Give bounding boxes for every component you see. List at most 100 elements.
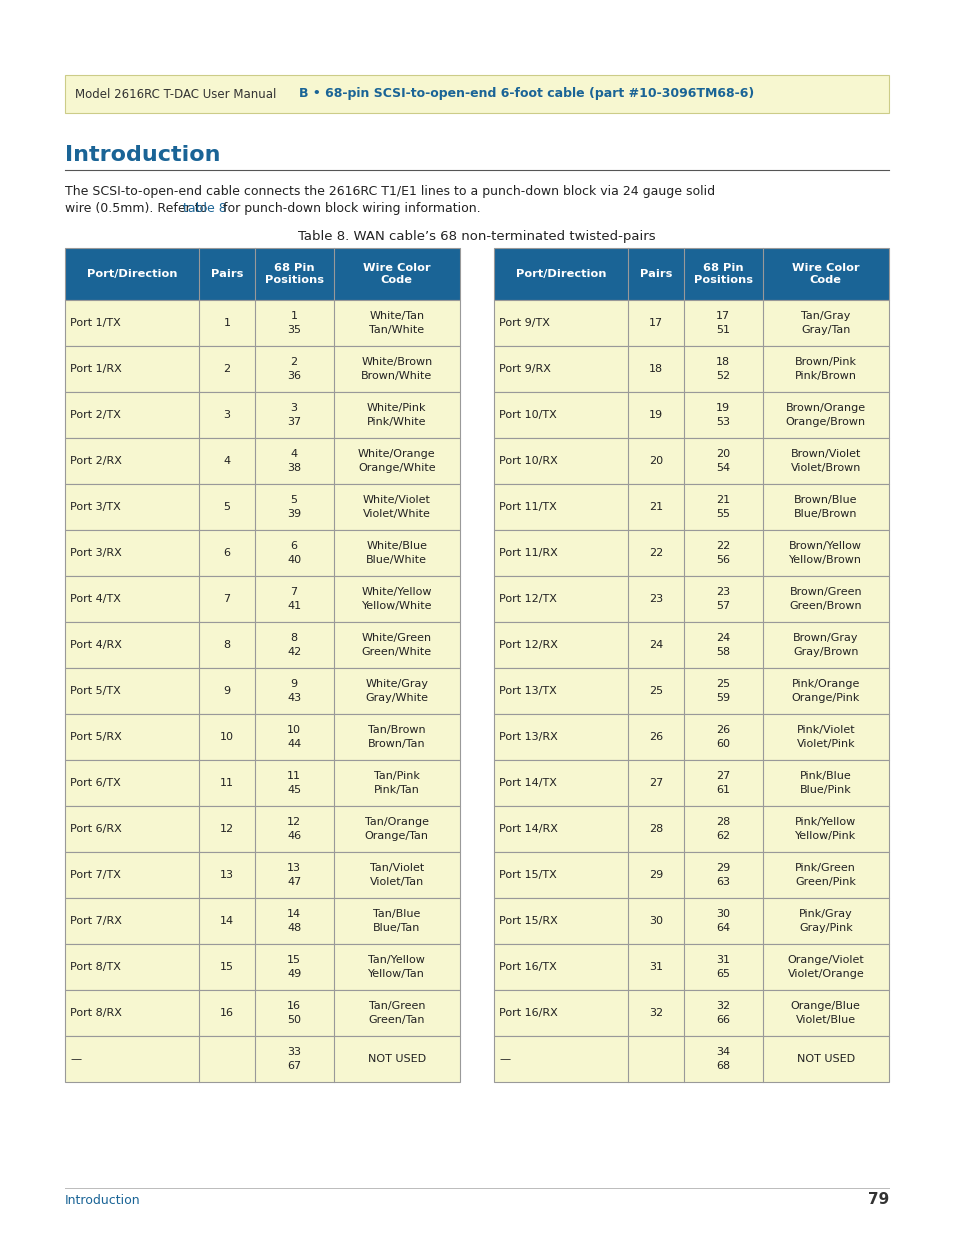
Text: Port 14/RX: Port 14/RX	[498, 824, 558, 834]
Bar	[65, 852, 459, 898]
Text: 2
36: 2 36	[287, 357, 301, 382]
Text: Port 16/RX: Port 16/RX	[498, 1008, 558, 1018]
Text: Port/Direction: Port/Direction	[87, 269, 177, 279]
Text: Port 9/TX: Port 9/TX	[498, 317, 549, 329]
Text: Brown/Blue
Blue/Brown: Brown/Blue Blue/Brown	[793, 495, 857, 519]
Text: Port 2/RX: Port 2/RX	[70, 456, 122, 466]
Bar	[494, 714, 888, 760]
Text: Port 8/RX: Port 8/RX	[70, 1008, 122, 1018]
Text: 5: 5	[223, 501, 231, 513]
Text: NOT USED: NOT USED	[796, 1053, 854, 1065]
Text: Port 11/RX: Port 11/RX	[498, 548, 558, 558]
Text: Port 10/TX: Port 10/TX	[498, 410, 557, 420]
Text: 14: 14	[219, 916, 233, 926]
Text: 30: 30	[648, 916, 662, 926]
Text: Pink/Violet
Violet/Pink: Pink/Violet Violet/Pink	[796, 725, 854, 748]
Text: 31: 31	[648, 962, 662, 972]
Text: White/Blue
Blue/White: White/Blue Blue/White	[366, 541, 427, 564]
Text: Port 8/TX: Port 8/TX	[70, 962, 121, 972]
Bar	[65, 760, 459, 806]
Text: Pink/Blue
Blue/Pink: Pink/Blue Blue/Pink	[799, 771, 851, 795]
Text: Port 10/RX: Port 10/RX	[498, 456, 558, 466]
Text: 24
58: 24 58	[715, 634, 729, 657]
Text: Port/Direction: Port/Direction	[516, 269, 606, 279]
Text: Introduction: Introduction	[65, 144, 220, 165]
Text: 33
67: 33 67	[287, 1047, 301, 1071]
Text: 7: 7	[223, 594, 231, 604]
Bar	[65, 622, 459, 668]
Text: Port 2/TX: Port 2/TX	[70, 410, 121, 420]
Text: —: —	[498, 1053, 510, 1065]
Text: 4
38: 4 38	[287, 450, 301, 473]
Text: Table 8. WAN cable’s 68 non-terminated twisted-pairs: Table 8. WAN cable’s 68 non-terminated t…	[298, 230, 655, 243]
Text: wire (0.5mm). Refer to: wire (0.5mm). Refer to	[65, 203, 211, 215]
Bar	[494, 576, 888, 622]
Bar	[65, 576, 459, 622]
Text: Port 13/RX: Port 13/RX	[498, 732, 558, 742]
Text: 24: 24	[648, 640, 662, 650]
Text: 12
46: 12 46	[287, 818, 301, 841]
Text: B • 68-pin SCSI-to-open-end 6-foot cable (part #10-3096TM68-6): B • 68-pin SCSI-to-open-end 6-foot cable…	[298, 88, 753, 100]
Text: White/Brown
Brown/White: White/Brown Brown/White	[361, 357, 432, 382]
Bar	[65, 1036, 459, 1082]
Text: 8
42: 8 42	[287, 634, 301, 657]
Text: White/Orange
Orange/White: White/Orange Orange/White	[357, 450, 436, 473]
Bar	[494, 852, 888, 898]
Text: Port 11/TX: Port 11/TX	[498, 501, 557, 513]
Text: 29: 29	[648, 869, 662, 881]
Text: 22
56: 22 56	[715, 541, 729, 564]
Text: Wire Color
Code: Wire Color Code	[791, 263, 859, 285]
Bar	[65, 248, 459, 300]
Text: Tan/Orange
Orange/Tan: Tan/Orange Orange/Tan	[364, 818, 428, 841]
Text: 1: 1	[223, 317, 231, 329]
Text: 17: 17	[648, 317, 662, 329]
Text: 16
50: 16 50	[287, 1002, 301, 1025]
Text: for punch-down block wiring information.: for punch-down block wiring information.	[219, 203, 480, 215]
Bar	[494, 622, 888, 668]
Text: 30
64: 30 64	[716, 909, 729, 932]
Bar	[494, 346, 888, 391]
Text: Brown/Pink
Pink/Brown: Brown/Pink Pink/Brown	[794, 357, 856, 382]
Text: Pink/Yellow
Yellow/Pink: Pink/Yellow Yellow/Pink	[795, 818, 856, 841]
Text: 22: 22	[648, 548, 662, 558]
Text: Brown/Gray
Gray/Brown: Brown/Gray Gray/Brown	[792, 634, 858, 657]
Text: 18: 18	[648, 364, 662, 374]
Text: 1
35: 1 35	[287, 311, 301, 335]
Bar	[494, 898, 888, 944]
Text: 18
52: 18 52	[716, 357, 729, 382]
Text: 68 Pin
Positions: 68 Pin Positions	[264, 263, 323, 285]
Text: 14
48: 14 48	[287, 909, 301, 932]
Text: Port 13/TX: Port 13/TX	[498, 685, 557, 697]
Text: Port 15/RX: Port 15/RX	[498, 916, 558, 926]
Bar	[65, 300, 459, 346]
Text: 13
47: 13 47	[287, 863, 301, 887]
Text: Port 4/RX: Port 4/RX	[70, 640, 122, 650]
Text: Introduction: Introduction	[65, 1193, 140, 1207]
Text: Port 14/TX: Port 14/TX	[498, 778, 557, 788]
Text: Brown/Orange
Orange/Brown: Brown/Orange Orange/Brown	[785, 403, 865, 427]
Text: 10: 10	[220, 732, 233, 742]
Text: 3
37: 3 37	[287, 403, 301, 427]
Bar	[494, 944, 888, 990]
Text: —: —	[70, 1053, 81, 1065]
Text: Port 12/RX: Port 12/RX	[498, 640, 558, 650]
Text: Tan/Blue
Blue/Tan: Tan/Blue Blue/Tan	[373, 909, 420, 932]
Bar	[494, 806, 888, 852]
Bar	[494, 530, 888, 576]
Text: Port 6/TX: Port 6/TX	[70, 778, 121, 788]
Text: Port 15/TX: Port 15/TX	[498, 869, 557, 881]
Text: 11
45: 11 45	[287, 771, 301, 795]
Bar	[65, 75, 888, 112]
Text: 9: 9	[223, 685, 231, 697]
Bar	[494, 990, 888, 1036]
Bar	[65, 806, 459, 852]
Bar	[65, 346, 459, 391]
Text: Tan/Brown
Brown/Tan: Tan/Brown Brown/Tan	[368, 725, 425, 748]
Bar	[494, 1036, 888, 1082]
Text: 12: 12	[219, 824, 233, 834]
Text: 6
40: 6 40	[287, 541, 301, 564]
Text: 20: 20	[648, 456, 662, 466]
Text: 25
59: 25 59	[716, 679, 729, 703]
Text: 26: 26	[648, 732, 662, 742]
Text: White/Violet
Violet/White: White/Violet Violet/White	[362, 495, 431, 519]
